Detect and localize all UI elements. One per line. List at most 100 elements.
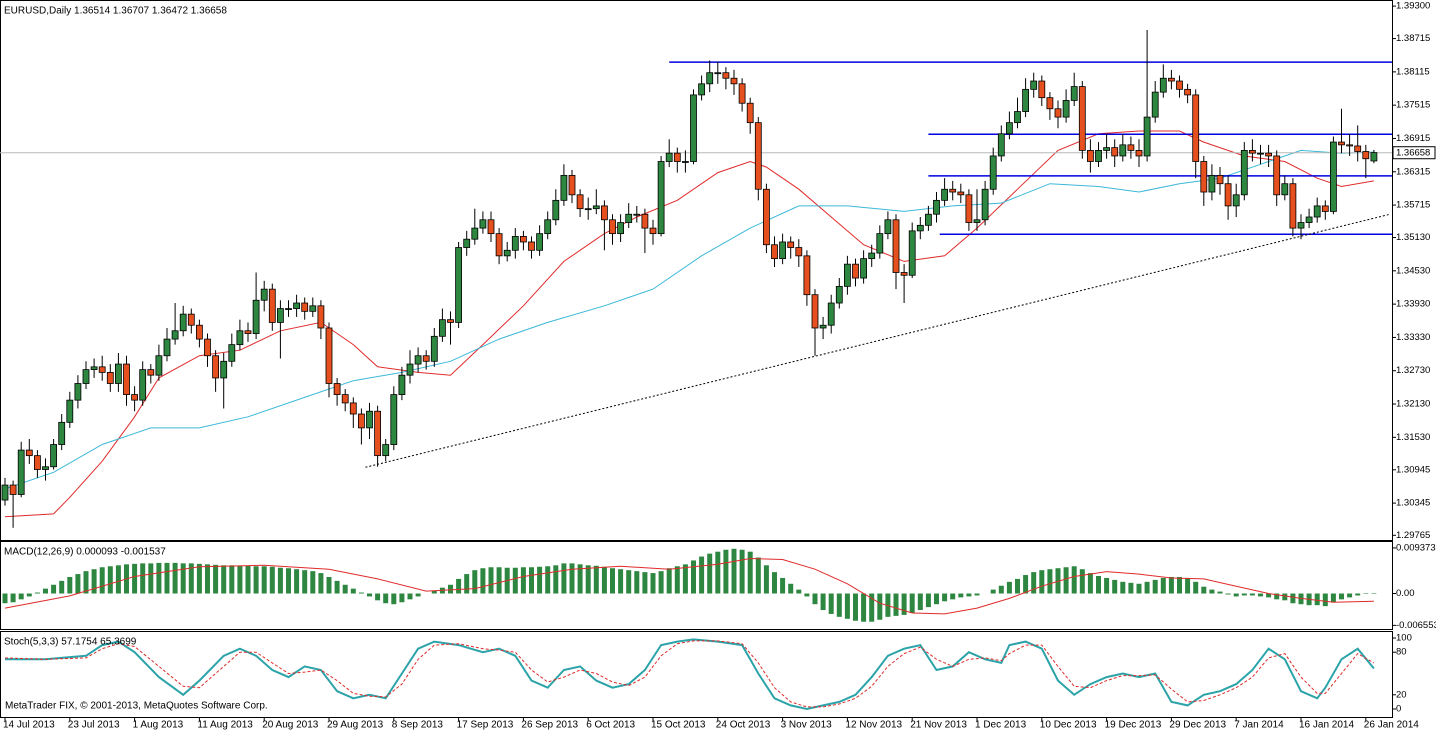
macd-bar xyxy=(310,571,316,594)
candle-body xyxy=(641,213,649,229)
x-tick-label: 24 Oct 2013 xyxy=(716,720,771,731)
macd-bar xyxy=(990,589,996,594)
macd-bar xyxy=(1266,593,1272,598)
y-tick-label: 1.39300 xyxy=(1396,1,1430,12)
x-tick-label: 16 Jan 2014 xyxy=(1299,720,1354,731)
candle-body xyxy=(1095,150,1102,162)
macd-bar xyxy=(132,563,138,594)
macd-bar xyxy=(1023,575,1029,594)
y-tick-label: 1.32130 xyxy=(1396,399,1430,410)
macd-bar xyxy=(51,584,57,594)
x-tick-label: 3 Nov 2013 xyxy=(781,720,833,731)
macd-bar xyxy=(1128,582,1134,594)
candle-body xyxy=(438,319,446,337)
x-tick-label: 8 Sep 2013 xyxy=(392,720,444,731)
macd-bar xyxy=(553,565,559,594)
macd-bar xyxy=(480,568,486,594)
macd-bar xyxy=(1087,573,1093,594)
macd-bar xyxy=(715,551,721,594)
macd-bar xyxy=(836,593,842,617)
macd-bar xyxy=(828,593,834,614)
macd-bar xyxy=(707,553,713,594)
x-tick-label: 7 Jan 2014 xyxy=(1234,720,1284,731)
macd-bar xyxy=(59,580,65,594)
macd-bar xyxy=(739,549,745,594)
candle-body xyxy=(115,363,122,384)
macd-bar xyxy=(1347,593,1353,598)
candle-body xyxy=(204,338,211,357)
macd-bar xyxy=(237,565,243,594)
y-tick-label: 1.36315 xyxy=(1396,166,1430,177)
macd-bar xyxy=(1006,581,1012,594)
candle-body xyxy=(868,252,876,260)
x-tick-label: 6 Oct 2013 xyxy=(586,720,635,731)
candle-body xyxy=(471,227,479,240)
macd-bar xyxy=(180,563,186,594)
candle-body xyxy=(90,366,98,371)
candle-body xyxy=(374,410,382,457)
macd-bar xyxy=(399,593,405,603)
y-tick-label: 1.38715 xyxy=(1396,33,1430,44)
candle-body xyxy=(398,374,406,395)
candle-body xyxy=(714,72,722,75)
candle-body xyxy=(1338,141,1345,146)
macd-bar xyxy=(545,566,551,594)
panel-title: EURUSD,Daily 1.36514 1.36707 1.36472 1.3… xyxy=(4,6,227,17)
candle-body xyxy=(609,219,616,235)
macd-bar xyxy=(415,593,421,597)
macd-bar xyxy=(974,593,980,596)
y-tick-label: 1.33330 xyxy=(1396,332,1430,343)
macd-panel-frame xyxy=(0,541,1393,630)
moving-average xyxy=(4,130,1374,518)
candle-body xyxy=(730,77,738,85)
candle-body xyxy=(520,236,527,243)
candle-body xyxy=(860,258,867,279)
macd-bar xyxy=(1355,593,1361,596)
last-price-box xyxy=(1392,146,1436,160)
y-tick-label: 1.30345 xyxy=(1396,498,1430,509)
candle-body xyxy=(357,413,365,429)
candle-body xyxy=(1305,216,1313,223)
y-tick-label: -0.006553 xyxy=(1396,620,1436,631)
macd-bar xyxy=(1160,577,1166,594)
macd-bar xyxy=(26,593,32,597)
macd-bar xyxy=(229,565,235,594)
candle-body xyxy=(746,102,754,124)
macd-bar xyxy=(488,567,494,594)
macd-bar xyxy=(666,568,672,594)
candle-body xyxy=(66,399,74,423)
candle-body xyxy=(738,83,746,104)
candle-body xyxy=(795,247,803,257)
macd-bar xyxy=(1330,593,1336,603)
candle-body xyxy=(601,205,608,221)
candle-body xyxy=(1354,145,1362,152)
last-price-label: 1.36658 xyxy=(1396,148,1430,159)
macd-bar xyxy=(1071,566,1077,594)
candle-body xyxy=(835,285,843,304)
macd-bar xyxy=(18,593,24,600)
x-tick-label: 1 Dec 2013 xyxy=(975,720,1027,731)
macd-bar xyxy=(431,590,437,594)
candle-body xyxy=(414,355,422,365)
macd-bar xyxy=(456,578,462,594)
macd-bar xyxy=(1047,569,1053,594)
macd-bar xyxy=(34,592,40,594)
candle-body xyxy=(487,219,495,235)
macd-bar xyxy=(585,565,591,594)
candle-body xyxy=(447,319,454,323)
macd-bar xyxy=(1290,593,1296,604)
x-tick-label: 19 Dec 2013 xyxy=(1105,720,1162,731)
macd-bar xyxy=(877,593,883,620)
y-tick-label: 1.36915 xyxy=(1396,133,1430,144)
macd-bar xyxy=(618,569,624,594)
macd-bar xyxy=(188,563,194,594)
candle-body xyxy=(908,230,916,276)
macd-bar xyxy=(893,593,899,616)
macd-bar xyxy=(512,567,518,594)
candle-body xyxy=(1281,183,1289,196)
candle-body xyxy=(957,191,965,196)
candle-body xyxy=(690,94,697,162)
macd-bar xyxy=(601,566,607,594)
candle-body xyxy=(139,369,147,401)
